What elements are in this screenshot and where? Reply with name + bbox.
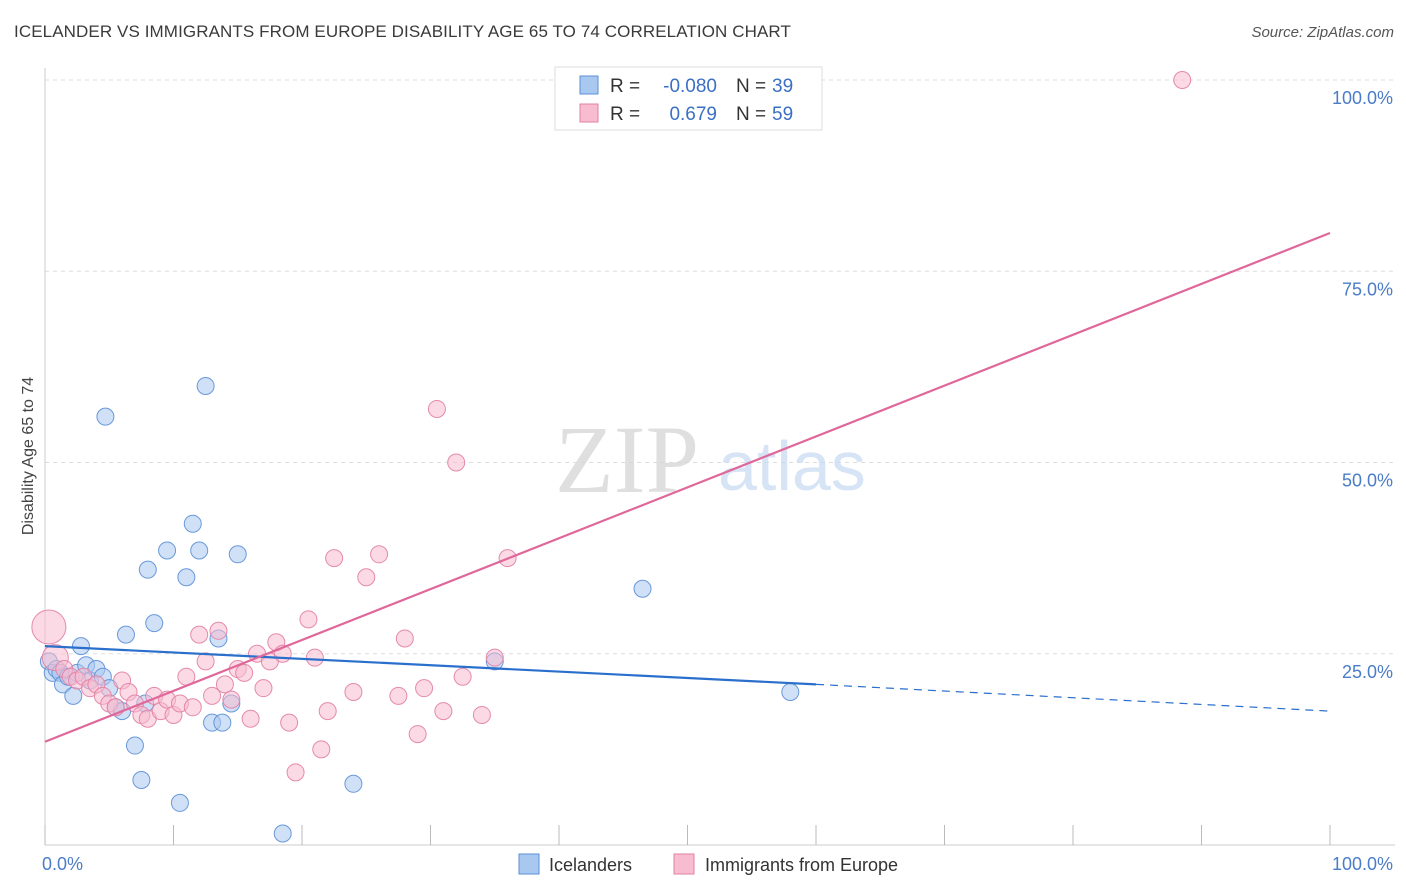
icelanders-point-8 <box>71 637 90 656</box>
icelanders-trend-extension <box>815 683 1331 712</box>
immigrants-point-51 <box>427 399 446 418</box>
legend-label-immigrants: Immigrants from Europe <box>705 855 898 875</box>
stats-swatch-immigrants <box>579 103 599 123</box>
stats-r-label-2: R = <box>610 104 640 125</box>
immigrants-point-25 <box>203 686 222 705</box>
immigrants-point-50 <box>415 679 434 698</box>
immigrants-point-31 <box>241 709 260 728</box>
stats-swatch-icelanders <box>579 75 599 95</box>
immigrants-point-46 <box>370 545 389 564</box>
axes: 25.0% 50.0% 75.0% 100.0% 0.0% 100.0% <box>42 68 1395 874</box>
immigrants-point-0 <box>31 609 67 645</box>
immigrants-point-37 <box>280 713 299 732</box>
grid-lines <box>45 79 1395 655</box>
trend-lines <box>44 231 1331 743</box>
immigrants-point-27 <box>215 675 234 694</box>
y-tick-label-0: 25.0% <box>1342 662 1393 682</box>
legend-swatch-icelanders <box>518 853 540 875</box>
immigrants-point-47 <box>389 686 408 705</box>
stats-legend-frame <box>554 66 823 131</box>
immigrants-point-55 <box>472 705 491 724</box>
immigrants-point-56 <box>485 648 504 667</box>
icelanders-point-33 <box>228 545 247 564</box>
stats-r-label-1: R = <box>610 76 640 97</box>
immigrants-point-22 <box>183 698 202 717</box>
icelanders-point-18 <box>125 736 144 755</box>
legend-swatch-immigrants <box>673 853 695 875</box>
icelanders-point-17 <box>116 625 135 644</box>
icelanders-point-28 <box>196 377 215 395</box>
icelanders-point-38 <box>781 683 800 701</box>
watermark-zip: ZIP <box>555 406 699 513</box>
y-axis-label: Disability Age 65 to 74 <box>20 377 37 535</box>
icelanders-point-13 <box>96 407 115 426</box>
icelanders-point-21 <box>138 560 157 579</box>
icelanders-point-19 <box>132 770 151 789</box>
immigrants-point-43 <box>325 549 344 568</box>
legend-label-icelanders: Icelanders <box>549 855 632 875</box>
immigrants-point-41 <box>312 740 331 759</box>
immigrants-point-39 <box>299 610 318 629</box>
icelanders-point-34 <box>273 824 292 843</box>
icelanders-point-24 <box>170 793 189 812</box>
icelanders-point-31 <box>213 713 232 732</box>
immigrants-point-30 <box>235 663 254 682</box>
immigrants-point-40 <box>305 648 324 667</box>
icelanders-point-37 <box>633 579 652 598</box>
source-label: Source: ZipAtlas.com <box>1251 24 1394 41</box>
series-legend: Icelanders Immigrants from Europe <box>518 853 898 875</box>
y-tick-label-3: 100.0% <box>1332 88 1393 108</box>
stats-r-value-2: 0.679 <box>669 104 717 125</box>
chart-title: ICELANDER VS IMMIGRANTS FROM EUROPE DISA… <box>14 22 791 41</box>
immigrants-point-23 <box>190 625 209 644</box>
icelanders-point-22 <box>145 614 164 633</box>
y-tick-label-1: 50.0% <box>1342 471 1393 491</box>
stats-legend: R = -0.080 N = 39 R = 0.679 N = 59 <box>554 66 823 131</box>
immigrants-point-54 <box>453 667 472 686</box>
immigrants-point-53 <box>447 453 466 472</box>
icelanders-point-6 <box>64 686 83 705</box>
stats-n-label-2: N = <box>736 104 766 125</box>
immigrants-point-38 <box>286 763 305 782</box>
immigrants-point-45 <box>357 568 376 587</box>
icelanders-point-26 <box>183 514 202 533</box>
stats-r-value-1: -0.080 <box>663 76 717 97</box>
icelanders-point-23 <box>158 541 177 560</box>
immigrants-point-24 <box>196 652 215 671</box>
y-tick-label-2: 75.0% <box>1342 279 1393 299</box>
immigrants-point-58 <box>1173 71 1192 89</box>
immigrants-point-44 <box>344 683 363 701</box>
stats-n-value-2: 59 <box>772 104 793 125</box>
stats-n-label-1: N = <box>736 76 766 97</box>
immigrants-point-28 <box>222 690 241 709</box>
immigrants-point-42 <box>318 702 337 721</box>
immigrants-point-48 <box>395 629 414 648</box>
x-tick-label-0: 0.0% <box>42 854 83 874</box>
x-tick-label-1: 100.0% <box>1332 854 1393 874</box>
icelanders-point-25 <box>177 568 196 587</box>
immigrants-trend-line <box>44 231 1331 743</box>
immigrants-point-26 <box>209 621 228 640</box>
stats-n-value-1: 39 <box>772 76 793 97</box>
points <box>31 71 1192 843</box>
icelanders-trend-line <box>44 645 817 686</box>
icelanders-point-27 <box>190 541 209 560</box>
immigrants-point-49 <box>408 725 427 744</box>
immigrants-point-33 <box>254 679 273 698</box>
icelanders-point-35 <box>344 774 363 793</box>
immigrants-point-52 <box>434 702 453 721</box>
